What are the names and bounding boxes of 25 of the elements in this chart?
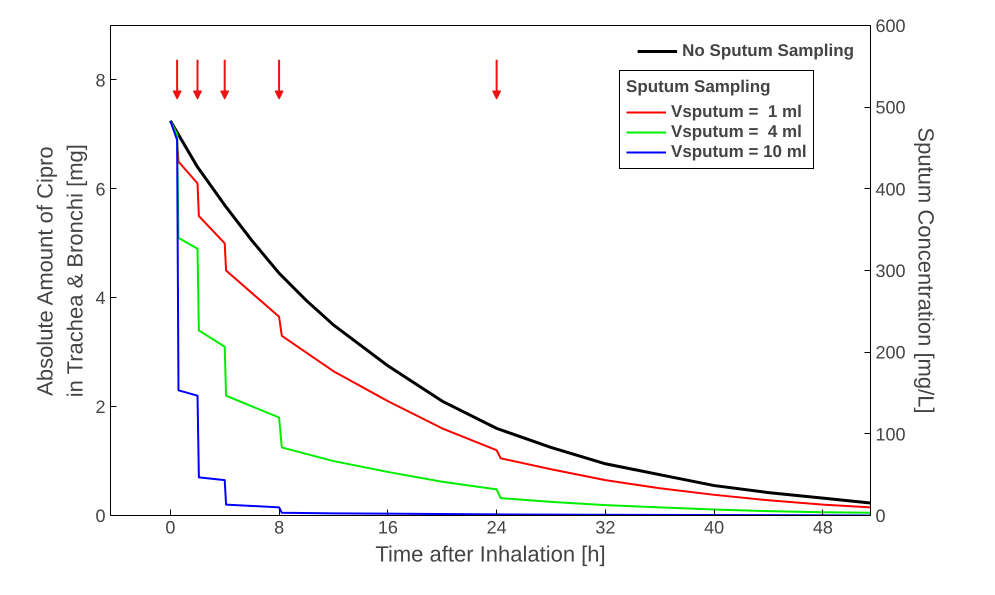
y-tick-label: 2: [95, 397, 106, 418]
y2-tick-label: 200: [876, 342, 906, 363]
x-tick-label: 0: [165, 518, 176, 538]
x-tick-label: 32: [595, 518, 616, 538]
x-tick-label: 16: [378, 518, 398, 538]
x-tick-label: 24: [486, 518, 507, 538]
y-tick-label: 6: [95, 179, 106, 200]
x-tick-label: 40: [704, 518, 724, 538]
x-tick-label: 48: [812, 518, 833, 538]
y-axis-title: Absolute Amount of Cipro in Trachea & Bronchi [mg]: [32, 144, 88, 398]
y-tick-label: 8: [95, 70, 106, 90]
legend-label: Vsputum = 1 ml: [671, 102, 802, 122]
y2-tick-label: 500: [876, 98, 906, 118]
legend-title: Sputum Sampling: [626, 77, 772, 97]
y2-tick-label: 100: [876, 424, 906, 444]
y2-tick-label: 600: [876, 16, 906, 36]
y2-axis-title: Sputum Concentration [mg/L]: [914, 127, 939, 414]
y2-tick-label: 400: [876, 179, 906, 200]
legend-label: Vsputum = 10 ml: [671, 142, 807, 162]
x-axis-title: Time after Inhalation [h]: [375, 542, 606, 566]
legend-label: No Sputum Sampling: [682, 41, 854, 61]
x-tick-label: 8: [274, 518, 284, 538]
y2-tick-label: 300: [876, 261, 906, 281]
legend-label: Vsputum = 4 ml: [671, 122, 802, 142]
y-tick-label: 4: [95, 288, 106, 308]
